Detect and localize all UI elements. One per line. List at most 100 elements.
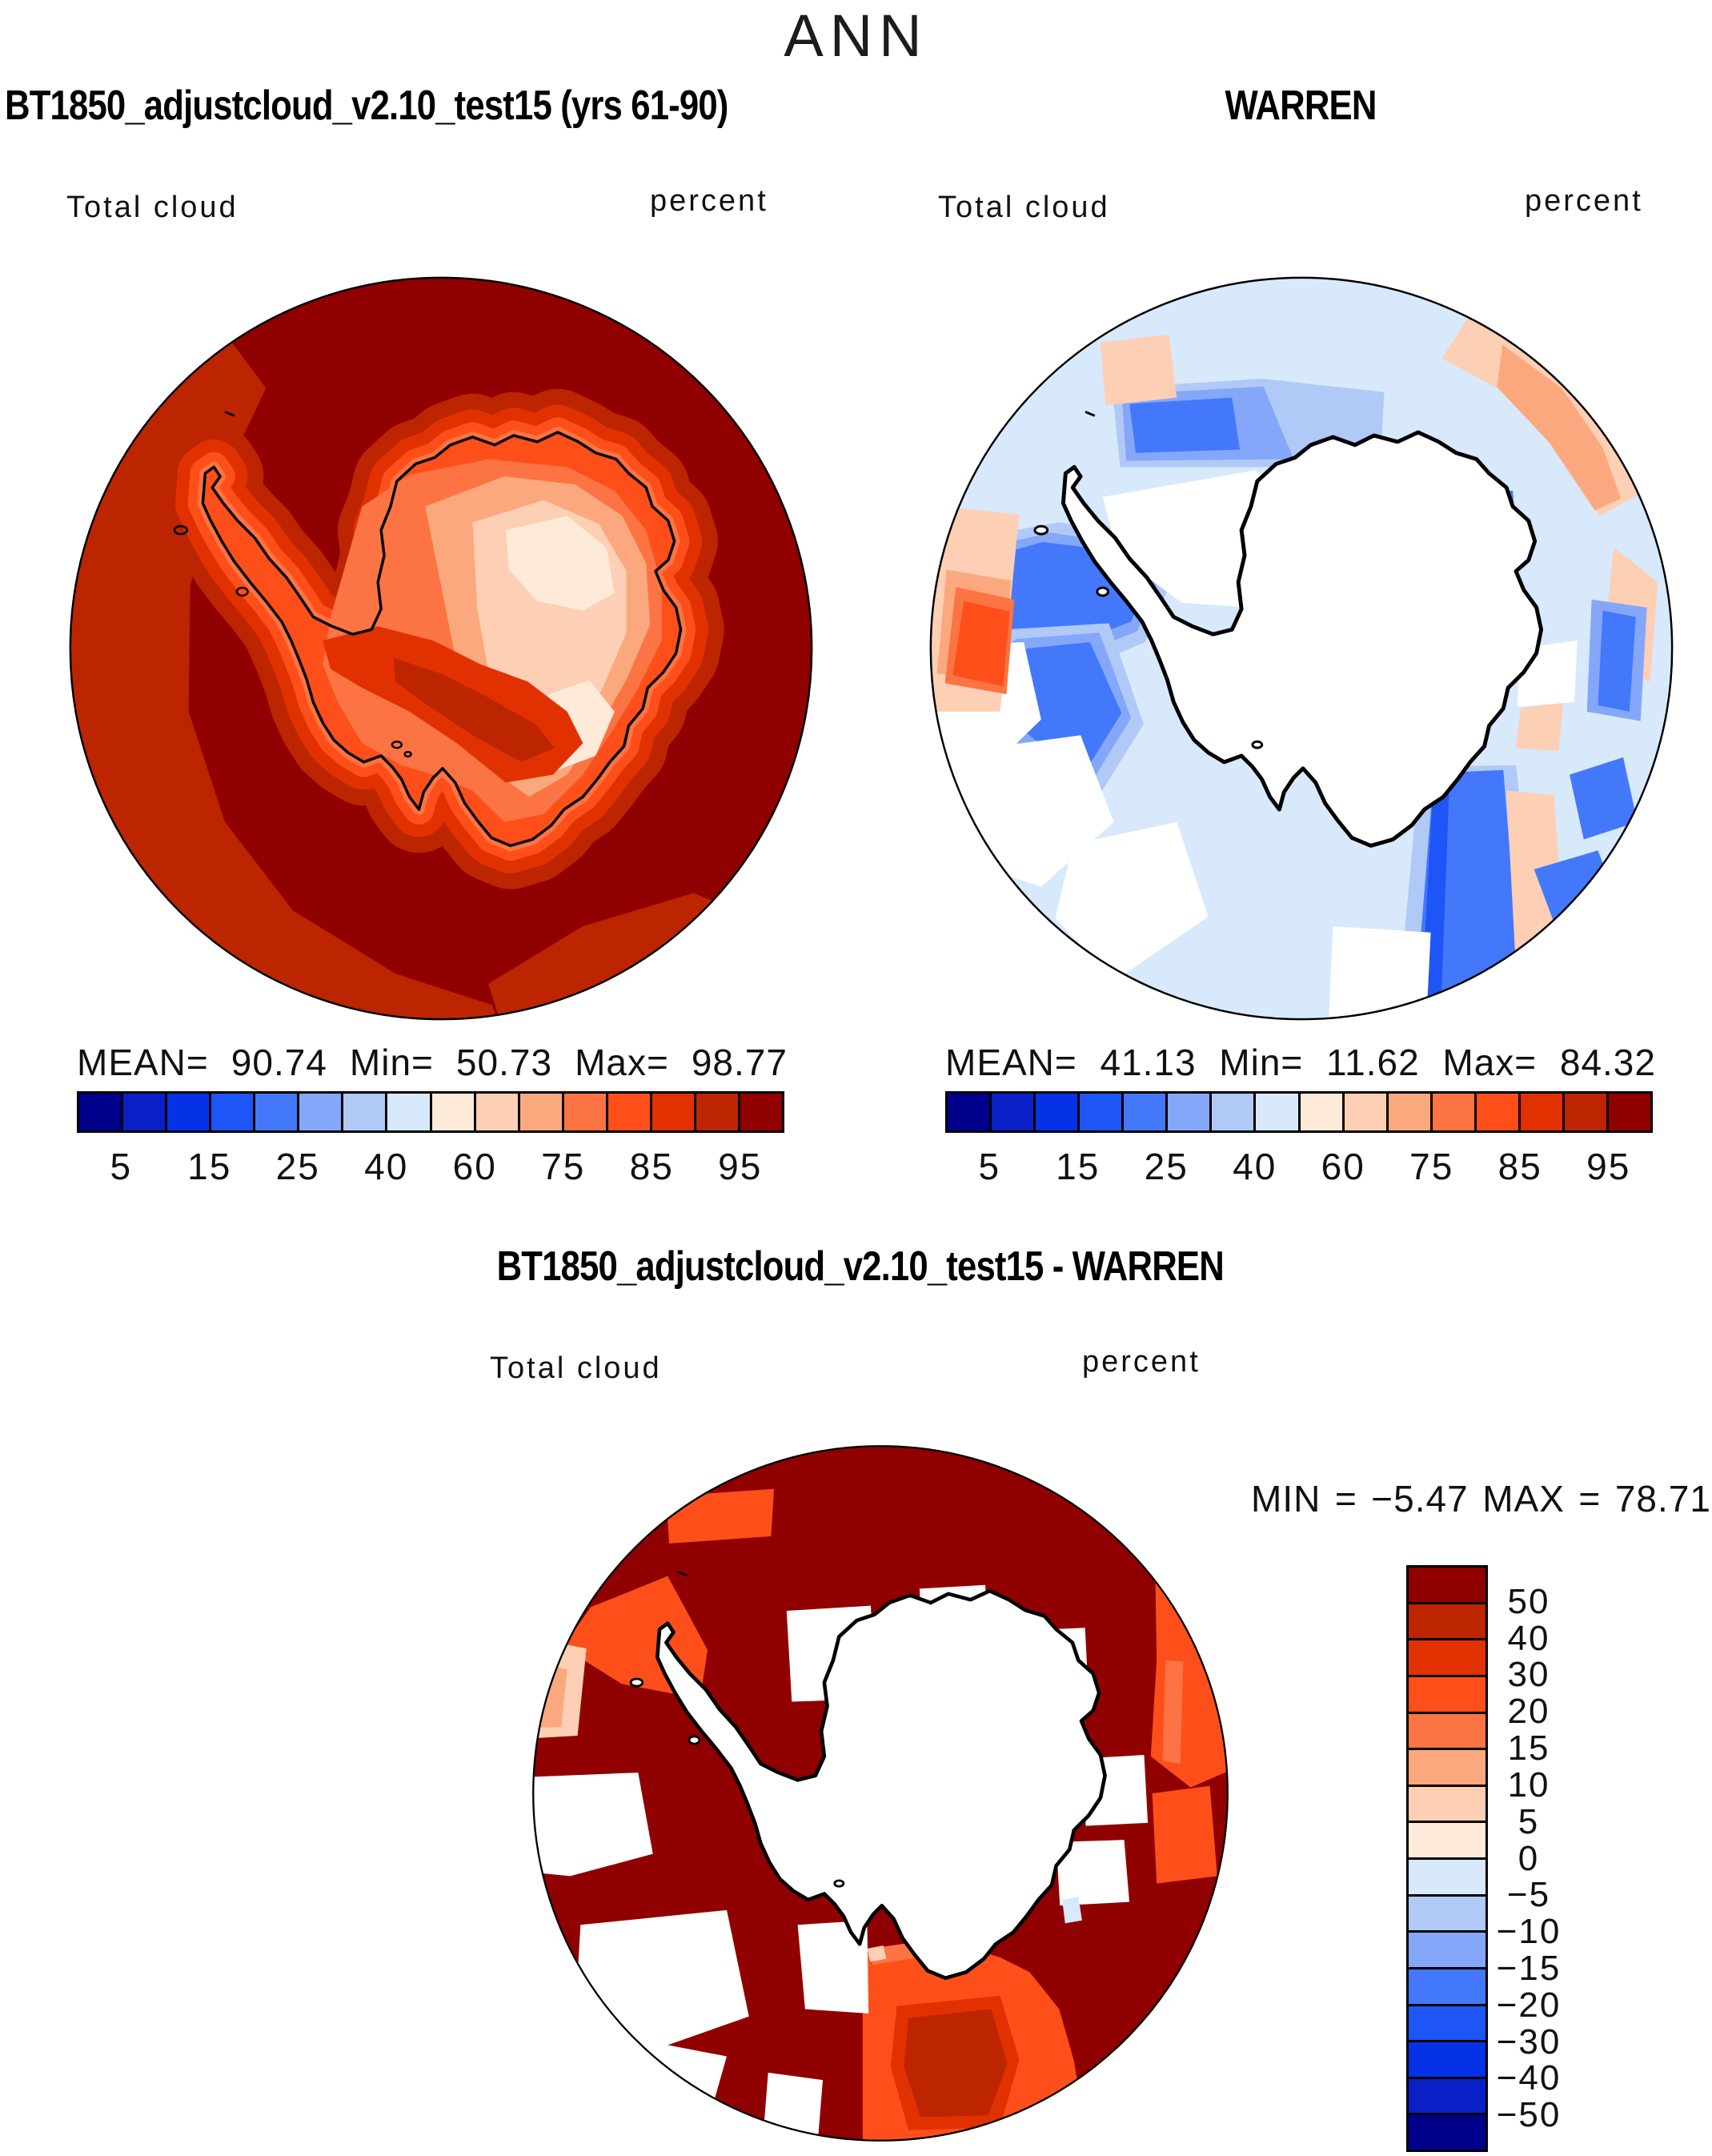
warren-peach-topleft: [1100, 334, 1177, 406]
colorbar-model-ticks: 5 15 25 40 60 75 85 95: [77, 1145, 784, 1187]
colorbar-tick-label: 75: [541, 1146, 586, 1187]
stats-difference: MIN = −5.47 MAX = 78.71: [1251, 1477, 1711, 1520]
colorbar-tick-label: 40: [364, 1146, 409, 1187]
colorbar-tick-label: 5: [110, 1146, 133, 1187]
colorbar-cell: [211, 1094, 256, 1130]
stat-max-eq: =: [1578, 1478, 1602, 1520]
colorbar-cell: [1520, 1094, 1565, 1130]
stats-warren: MEAN= 41.13 Min= 11.62 Max= 84.32: [945, 1041, 1656, 1084]
variable-label-warren: Total cloud: [938, 191, 1110, 224]
colorbar-cell: [1409, 1640, 1485, 1677]
colorbar-cell: [1409, 1568, 1485, 1604]
map-boundary-circle: [929, 276, 1674, 1021]
colorbar-cell: [948, 1094, 992, 1130]
colorbar-cell: [1300, 1094, 1345, 1130]
colorbar-cell: [1388, 1094, 1433, 1130]
warren-white-wedge-south: [1055, 821, 1209, 982]
colorbar-tick-label: 25: [275, 1146, 320, 1187]
warren-orange-spot-left: [952, 600, 1010, 687]
colorbar-cell: [1168, 1094, 1213, 1130]
stat-min-value: 11.62: [1325, 1042, 1420, 1083]
colorbar-tick-label: 95: [1586, 1146, 1631, 1187]
colorbar-cell: [696, 1094, 740, 1130]
map-boundary-circle: [69, 276, 813, 1021]
island-outlines: [173, 411, 412, 758]
diff-white-wedge-southwest: [575, 1909, 749, 2054]
stat-mean-label: MEAN=: [945, 1042, 1077, 1083]
warren-salmon-topright: [1497, 344, 1622, 511]
stats-model: MEAN= 90.74 Min= 50.73 Max= 98.77: [77, 1041, 788, 1084]
stat-min-value: −5.47: [1371, 1478, 1469, 1520]
colorbar-tick-label: 50: [1507, 1581, 1550, 1621]
colorbar-cell: [1409, 1604, 1485, 1641]
difference-map: [532, 1445, 1229, 2142]
colorbar-cell: [1124, 1094, 1169, 1130]
island-outlines: [1033, 411, 1264, 749]
colorbar-cell: [123, 1094, 168, 1130]
colorbar-tick-label: 25: [1144, 1146, 1189, 1187]
panel-title-model: BT1850_adjustcloud_v2.10_test15 (yrs 61-…: [5, 82, 728, 129]
stat-max-value: 98.77: [691, 1042, 788, 1083]
colorbar-tick-label: 40: [1233, 1146, 1277, 1187]
colorbar-warren: [945, 1091, 1653, 1133]
colorbar-cell: [343, 1094, 388, 1130]
diff-white-wedge-south: [764, 2072, 824, 2135]
colorbar-cell: [607, 1094, 652, 1130]
colorbar-cell: [1432, 1094, 1477, 1130]
colorbar-cell: [475, 1094, 520, 1130]
colorbar-cell: [167, 1094, 212, 1130]
colorbar-cell: [387, 1094, 432, 1130]
stat-min-value: 50.73: [455, 1042, 553, 1083]
colorbar-cell: [992, 1094, 1036, 1130]
diff-white-wedge-below-coast: [797, 1920, 869, 2014]
colorbar-tick-label: 30: [1507, 1655, 1550, 1695]
units-label-warren: percent: [1525, 184, 1643, 218]
colorbar-cell: [1080, 1094, 1125, 1130]
colorbar-cell: [1409, 1750, 1485, 1787]
diff-white-block-right2: [1056, 1840, 1130, 1906]
colorbar-tick-label: −20: [1496, 1985, 1562, 2025]
plateau-50-60-northeast: [505, 516, 615, 611]
warren-peach-coast-dent: [1516, 702, 1564, 752]
colorbar-cell: [299, 1094, 344, 1130]
colorbar-tick-label: 0: [1518, 1838, 1540, 1878]
colorbar-cell: [1409, 1713, 1485, 1751]
colorbar-cell: [519, 1094, 564, 1130]
stat-max-label: Max=: [575, 1042, 669, 1083]
panel-title-difference: BT1850_adjustcloud_v2.10_test15 - WARREN: [496, 1243, 1225, 1290]
colorbar-cell: [1409, 1969, 1485, 2006]
page-title: ANN: [784, 2, 928, 69]
colorbar-cell: [1409, 1860, 1485, 1897]
colorbar-cell: [1409, 1823, 1485, 1860]
colorbar-tick-label: 40: [1507, 1618, 1550, 1658]
colorbar-tick-label: 15: [187, 1146, 232, 1187]
colorbar-cell: [1212, 1094, 1257, 1130]
stat-mean-value: 90.74: [231, 1042, 327, 1083]
diff-orange-right-lower: [1152, 1785, 1217, 1884]
colorbar-cell: [652, 1094, 696, 1130]
colorbar-cell: [1409, 2005, 1485, 2043]
stat-min-eq: =: [1334, 1478, 1357, 1520]
colorbar-tick-label: 75: [1409, 1146, 1454, 1187]
colorbar-cell: [563, 1094, 608, 1130]
warren-peach-bottomright: [1558, 885, 1673, 1020]
colorbar-tick-label: −40: [1496, 2058, 1562, 2098]
colorbar-cell: [255, 1094, 300, 1130]
colorbar-tick-label: 85: [629, 1146, 674, 1187]
colorbar-cell: [1564, 1094, 1609, 1130]
stat-mean-value: 41.13: [1100, 1042, 1197, 1083]
warren-southwest-arm-core: [1003, 642, 1122, 777]
units-label-difference: percent: [1082, 1345, 1201, 1379]
model-map: [69, 276, 813, 1021]
colorbar-cell: [1409, 2115, 1485, 2150]
colorbar-cell: [1476, 1094, 1521, 1130]
colorbar-tick-label: 10: [1507, 1765, 1550, 1805]
stat-max-value: 84.32: [1559, 1042, 1656, 1083]
colorbar-tick-label: 60: [1321, 1146, 1365, 1187]
colorbar-cell: [1344, 1094, 1389, 1130]
colorbar-tick-label: 95: [718, 1146, 763, 1187]
colorbar-cell: [1608, 1094, 1650, 1130]
stat-mean-label: MEAN=: [77, 1042, 209, 1083]
warren-map: [929, 276, 1674, 1021]
colorbar-cell: [79, 1094, 124, 1130]
